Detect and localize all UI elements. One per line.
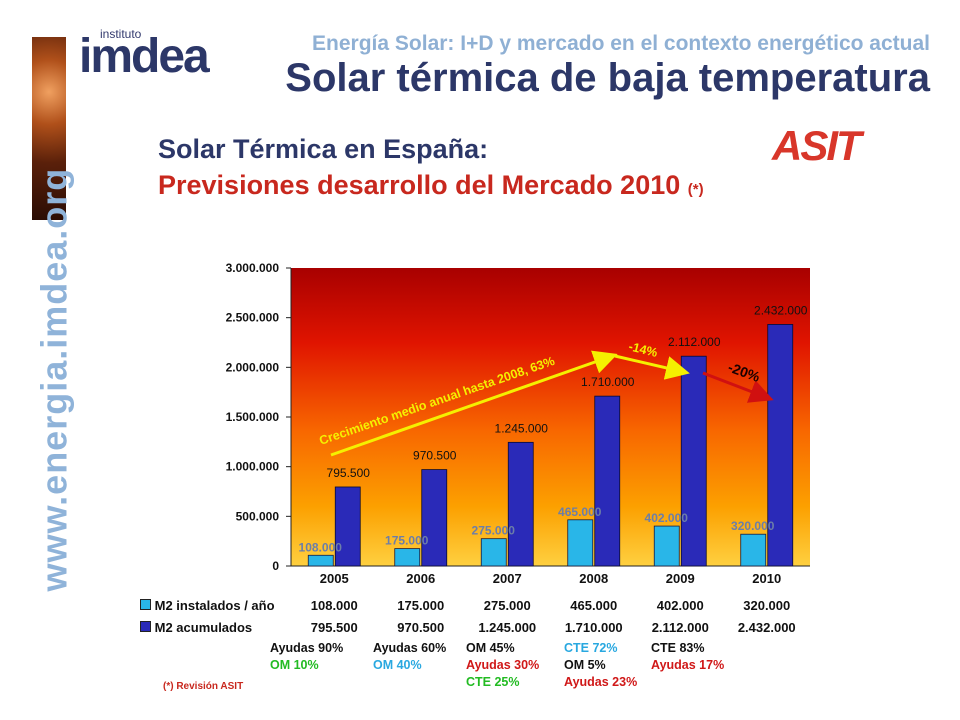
decline-14-label: -14% [627,339,659,360]
x-tick-label: 2010 [752,571,781,586]
table-cell-cumulative: 970.500 [397,620,445,635]
funding-note: Ayudas 60% [373,641,447,655]
legend-label-installed: M2 instalados / año [154,598,275,613]
legend-label-cumulative: M2 acumulados [154,620,253,635]
table-cell-installed: 275.000 [483,598,531,613]
legend-swatch-cumulative [140,621,151,632]
funding-note: OM 45% [466,641,515,655]
funding-note: OM 10% [270,658,319,672]
data-label-installed: 108.000 [299,540,343,554]
bar-cumulative [594,395,621,567]
bar-installed [480,538,507,567]
asit-logo: ASIT [772,122,862,169]
funding-note: Ayudas 30% [466,658,540,672]
x-tick-label: 2005 [320,571,349,586]
table-cell-cumulative: 1.245.000 [478,620,537,635]
bar-cumulative [421,469,448,567]
funding-note: Ayudas 23% [564,675,638,689]
imdea-logo: imdea [79,30,210,83]
legend-item-installed: M2 instalados / año [140,598,275,613]
bar-cumulative [334,486,361,567]
funding-note: CTE 72% [564,641,618,655]
heading-2-mark: (*) [687,181,704,198]
data-label-cumulative: 970.500 [413,449,457,463]
slide-heading-2: Previsiones desarrollo del Mercado 2010 … [158,170,704,201]
legend-item-cumulative: M2 acumulados [140,620,252,635]
funding-note: OM 40% [373,658,422,672]
y-tick-label: 0 [272,559,279,573]
x-tick-label: 2008 [579,571,608,586]
data-label-cumulative: 2.112.000 [668,335,721,349]
growth-arrow [330,350,618,457]
logo-small-text: instituto [100,27,142,41]
y-tick-label: 500.000 [236,509,280,523]
data-label-cumulative: 1.710.000 [581,375,635,389]
slide-title: Solar térmica de baja temperatura [285,56,930,100]
bar-installed [567,519,594,567]
table-cell-installed: 175.000 [397,598,445,613]
bar-installed [653,525,680,567]
y-tick-label: 2.000.000 [226,360,280,374]
bar-cumulative [680,355,707,567]
y-tick-label: 1.000.000 [226,460,280,474]
funding-note: OM 5% [564,658,606,672]
table-cell-cumulative: 795.500 [310,620,358,635]
decline-14-arrow [614,354,690,380]
data-label-cumulative: 795.500 [327,466,371,480]
data-label-installed: 465.000 [558,505,602,519]
plot-area-background [291,268,810,566]
table-cell-cumulative: 1.710.000 [564,620,623,635]
table-cell-installed: 402.000 [656,598,704,613]
funding-note: CTE 25% [466,675,520,689]
funding-note: CTE 83% [651,641,705,655]
data-label-installed: 175.000 [385,534,429,548]
bar-installed [394,548,421,567]
table-cell-installed: 465.000 [570,598,618,613]
bar-cumulative [507,441,534,567]
table-cell-installed: 108.000 [310,598,358,613]
data-label-installed: 275.000 [472,524,516,538]
bar-cumulative [767,324,794,567]
table-cell-installed: 320.000 [743,598,791,613]
x-tick-label: 2006 [406,571,435,586]
heading-2-text: Previsiones desarrollo del Mercado 2010 [158,170,681,200]
x-tick-label: 2009 [666,571,695,586]
presentation-subtitle: Energía Solar: I+D y mercado en el conte… [312,32,930,55]
slide-heading-1: Solar Térmica en España: [158,134,489,164]
footnote: (*) Revisión ASIT [163,681,244,692]
table-cell-cumulative: 2.112.000 [651,620,709,635]
table-cell-cumulative: 2.432.000 [737,620,796,635]
decline-20-arrow [702,371,774,403]
x-tick-label: 2007 [493,571,522,586]
funding-note: Ayudas 17% [651,658,725,672]
data-label-cumulative: 1.245.000 [495,421,549,435]
data-label-cumulative: 2.432.000 [754,303,808,317]
y-tick-label: 1.500.000 [226,410,280,424]
y-tick-label: 3.000.000 [226,261,280,275]
data-label-installed: 320.000 [731,519,775,533]
y-tick-label: 2.500.000 [226,311,280,325]
legend-swatch-installed [140,599,151,610]
bar-installed [740,533,767,567]
funding-note: Ayudas 90% [270,641,344,655]
data-label-installed: 402.000 [645,511,689,525]
decorative-swirl-image [32,37,66,220]
bar-installed [307,554,334,567]
